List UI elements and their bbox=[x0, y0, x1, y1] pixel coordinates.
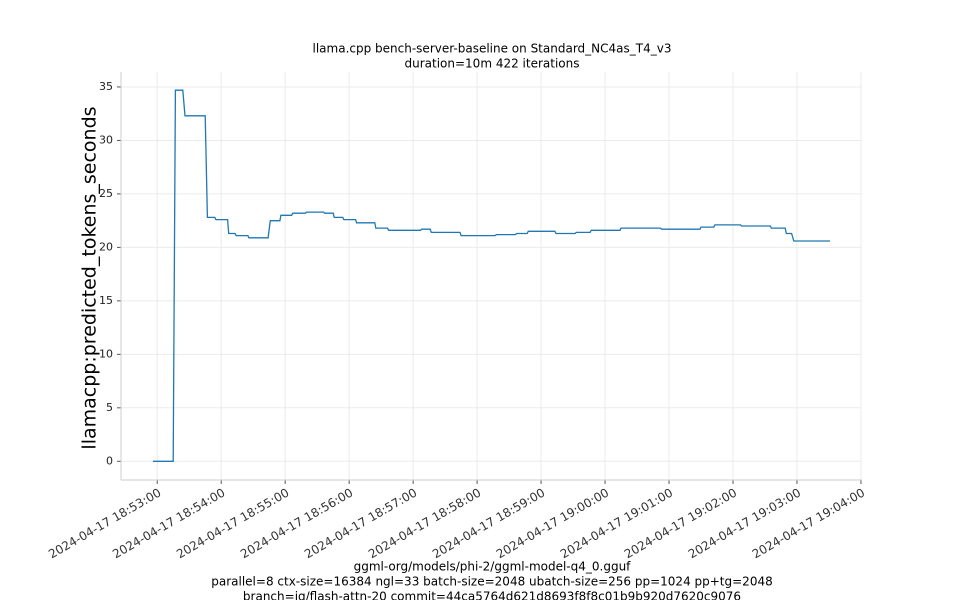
y-tick-label: 0 bbox=[106, 454, 113, 467]
x-tick-label: 2024-04-17 19:04:00 bbox=[750, 486, 867, 562]
x-axis-label: ggml-org/models/phi-2/ggml-model-q4_0.gg… bbox=[354, 560, 632, 574]
chart-subtitle: duration=10m 422 iterations bbox=[405, 57, 580, 71]
x-tick-label: 2024-04-17 18:55:00 bbox=[174, 486, 291, 562]
y-axis-label: llamacpp:predicted_tokens_seconds bbox=[79, 106, 101, 449]
y-tick-label: 25 bbox=[99, 187, 113, 200]
y-tick-label: 5 bbox=[106, 401, 113, 414]
data-line bbox=[153, 89, 830, 462]
y-tick-label: 35 bbox=[99, 80, 113, 93]
y-tick-label: 20 bbox=[99, 240, 113, 253]
x-tick-label: 2024-04-17 19:02:00 bbox=[622, 486, 739, 562]
y-tick-label: 30 bbox=[99, 133, 113, 146]
chart-title: llama.cpp bench-server-baseline on Stand… bbox=[313, 42, 672, 56]
x-tick-label: 2024-04-17 18:56:00 bbox=[238, 486, 355, 562]
x-tick-label: 2024-04-17 19:03:00 bbox=[686, 486, 803, 562]
x-tick-label: 2024-04-17 19:01:00 bbox=[558, 486, 675, 562]
y-tick-label: 15 bbox=[99, 294, 113, 307]
x-axis-label: parallel=8 ctx-size=16384 ngl=33 batch-s… bbox=[211, 575, 772, 589]
x-tick-label: 2024-04-17 18:58:00 bbox=[366, 486, 483, 562]
x-tick-label: 2024-04-17 18:57:00 bbox=[302, 486, 419, 562]
x-tick-label: 2024-04-17 18:54:00 bbox=[110, 486, 227, 562]
x-axis-label: branch=jg/flash-attn-20 commit=44ca5764d… bbox=[243, 590, 741, 600]
x-tick-label: 2024-04-17 18:53:00 bbox=[46, 486, 163, 562]
x-tick-label: 2024-04-17 19:00:00 bbox=[494, 486, 611, 562]
x-tick-label: 2024-04-17 18:59:00 bbox=[430, 486, 547, 562]
y-tick-label: 10 bbox=[99, 347, 113, 360]
